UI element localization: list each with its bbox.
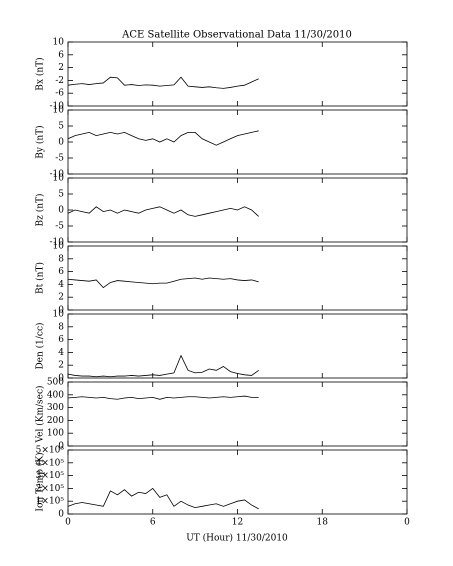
y-tick-label: 0: [58, 138, 64, 148]
panel-frame: [67, 313, 408, 379]
y-tick-label: 6: [58, 335, 64, 345]
panel-frame: [67, 109, 408, 175]
data-line: [67, 206, 259, 217]
y-axis-label: Ion Temp (K): [35, 452, 46, 511]
data-line: [67, 277, 259, 289]
y-tick-label: 6: [58, 50, 64, 60]
y-tick-label: -5: [55, 154, 64, 164]
y-tick-label: 3×10⁵: [36, 471, 65, 481]
y-tick-label: 8: [58, 254, 64, 264]
y-tick-label: 5: [58, 190, 64, 200]
y-tick-label: 2: [58, 63, 64, 73]
y-tick-label: 10: [53, 174, 65, 184]
x-tick-label: 6: [150, 518, 156, 528]
data-line: [67, 354, 259, 378]
y-axis-label: Den (1/cc): [35, 322, 46, 369]
panel-frame: [67, 245, 408, 311]
data-line: [67, 395, 259, 400]
y-tick-label: 100: [47, 429, 64, 439]
y-tick-label: 2×10⁵: [36, 484, 65, 494]
y-tick-label: 5: [58, 122, 64, 132]
y-tick-label: 400: [47, 390, 64, 400]
y-tick-label: 4×10⁵: [36, 458, 65, 468]
y-tick-label: 10: [53, 38, 65, 48]
y-tick-label: 300: [47, 403, 64, 413]
panel-frame: [67, 381, 408, 447]
y-tick-label: 200: [47, 416, 64, 426]
y-tick-label: 0: [58, 206, 64, 216]
y-tick-label: 2: [58, 361, 64, 371]
data-line: [67, 130, 259, 146]
x-tick-label: 12: [232, 518, 243, 528]
y-tick-label: 10: [53, 106, 65, 116]
y-tick-label: 0: [58, 442, 64, 452]
panel-frame: [67, 41, 408, 107]
y-axis-label: Bz (nT): [35, 193, 46, 226]
x-tick-label: 0: [404, 518, 410, 528]
y-tick-label: 10: [53, 310, 65, 320]
x-tick-label: 18: [317, 518, 329, 528]
y-tick-label: -10: [50, 102, 65, 112]
y-axis-label: Vel (Km/sec): [35, 385, 46, 443]
data-line: [67, 76, 259, 89]
x-axis-label: UT (Hour) 11/30/2010: [186, 533, 288, 544]
y-tick-label: -5: [55, 222, 64, 232]
y-tick-label: 10: [53, 242, 65, 252]
y-tick-label: -6: [55, 89, 64, 99]
y-tick-label: 5×10⁵: [36, 446, 65, 456]
x-tick-label: 0: [65, 518, 71, 528]
y-tick-label: 0: [58, 306, 64, 316]
y-tick-label: 4: [58, 348, 64, 358]
y-tick-label: 500: [47, 378, 64, 388]
y-tick-label: 8: [58, 322, 64, 332]
y-tick-label: 1×10⁵: [36, 497, 65, 507]
y-axis-label: Bt (nT): [35, 262, 46, 294]
y-axis-label: Bx (nT): [35, 57, 46, 90]
y-tick-label: -10: [50, 238, 65, 248]
y-tick-label: 6: [58, 267, 64, 277]
y-tick-label: 2: [58, 293, 64, 303]
y-tick-label: 0: [58, 374, 64, 384]
data-line: [67, 487, 259, 510]
y-tick-label: 4: [58, 280, 64, 290]
y-axis-label: By (nT): [35, 125, 46, 158]
y-tick-label: -2: [55, 76, 64, 86]
y-tick-label: -10: [50, 170, 65, 180]
y-tick-label: 0: [58, 510, 64, 520]
panel-frame: [67, 449, 408, 515]
chart-title: ACE Satellite Observational Data 11/30/2…: [121, 30, 352, 41]
